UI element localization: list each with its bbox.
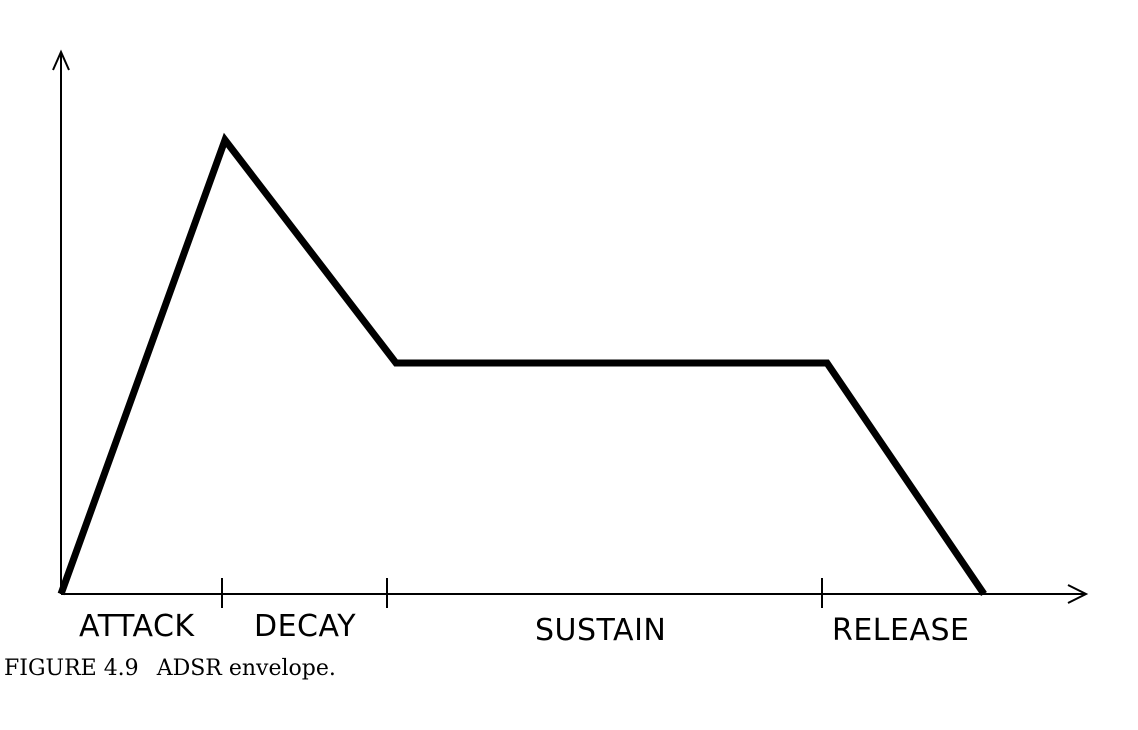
y-axis-arrowhead xyxy=(52,49,70,71)
phase-label-sustain: SUSTAIN xyxy=(535,613,666,648)
phase-label-attack: ATTACK xyxy=(79,609,195,644)
figure-number: FIGURE 4.9 xyxy=(4,656,139,681)
phase-label-release: RELEASE xyxy=(832,613,970,648)
envelope-curve xyxy=(57,132,987,596)
x-axis-arrowhead xyxy=(1067,584,1089,604)
figure-caption: FIGURE 4.9 ADSR envelope. xyxy=(4,656,336,681)
figure-caption-text: ADSR envelope. xyxy=(156,656,336,681)
phase-label-decay: DECAY xyxy=(254,609,356,644)
